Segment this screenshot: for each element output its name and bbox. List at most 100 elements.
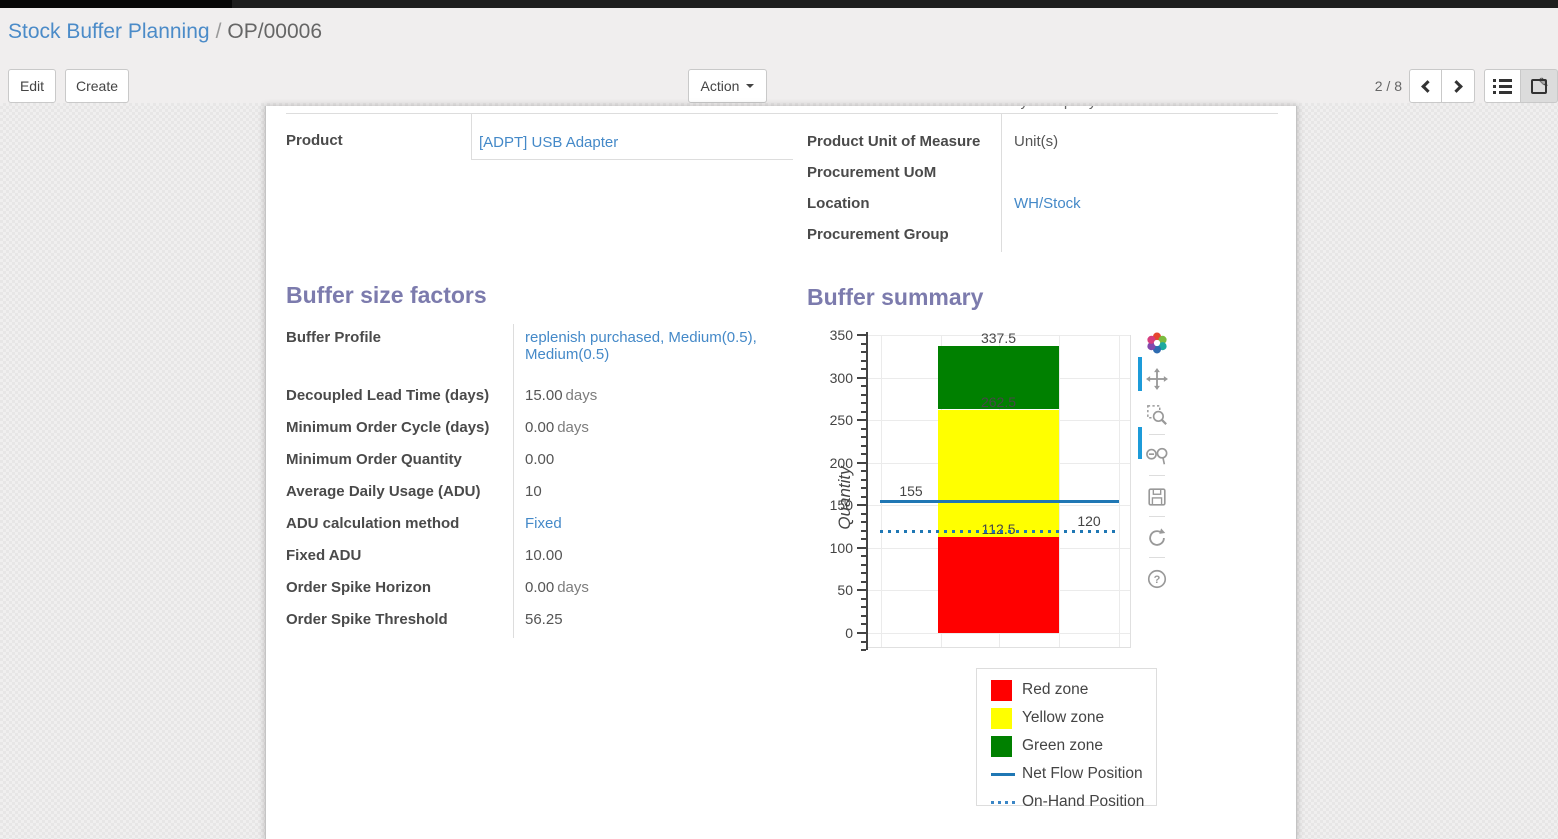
buffer-profile-label: Buffer Profile [286,329,382,346]
field-row: Fixed ADU 10.00 [286,542,786,574]
location-link[interactable]: WH/Stock [1014,195,1081,212]
breadcrumb-separator: / [215,20,222,43]
info-group: Product Unit of Measure Unit(s) Procurem… [807,125,1277,249]
legend-item-net-flow[interactable]: Net Flow Position [991,760,1156,788]
yellow-zone-bar [938,409,1059,538]
field-row: Order Spike Threshold 56.25 [286,606,786,638]
product-link[interactable]: [ADPT] USB Adapter [479,134,619,151]
pager-nav [1409,69,1475,103]
list-view-button[interactable] [1484,69,1521,103]
net-flow-position-line [880,500,1119,504]
field-row: Buffer Profile replenish purchased, Medi… [286,324,786,382]
cell-underline [471,159,793,160]
plotly-logo-icon[interactable] [1144,330,1170,356]
decoupled-lead-time-label: Decoupled Lead Time (days) [286,387,490,404]
field-row: Procurement UoM [807,156,1277,187]
reset-axes-icon[interactable] [1144,525,1170,551]
gridline [881,335,882,648]
bar-label-low: 112.5 [938,521,1059,537]
legend-item-on-hand[interactable]: On-Hand Position [991,788,1156,816]
red-swatch-icon [991,679,1012,701]
on-hand-label: 120 [1077,512,1101,529]
min-order-qty-label: Minimum Order Quantity [286,451,462,468]
clipped-company-value: My Company [1008,106,1208,113]
field-row: ADU calculation method Fixed [286,510,786,542]
breadcrumb-current: OP/00006 [227,20,322,43]
chevron-right-icon [1450,79,1463,93]
decoupled-lead-time-value: 15.00 days [513,382,775,414]
field-row: Decoupled Lead Time (days) 15.00 days [286,382,786,414]
field-row: Procurement Group [807,218,1277,249]
zoom-in-out-icon[interactable] [1144,443,1170,469]
fixed-adu-value: 10.00 [513,542,775,574]
procurement-group-field-label: Procurement Group [807,226,949,243]
form-view-icon: ✎ [1531,75,1549,94]
dotted-line-swatch-icon [991,800,1019,804]
field-row: Minimum Order Cycle (days) 0.00 days [286,414,786,446]
solid-line-swatch-icon [991,772,1015,776]
y-axis-line [866,332,868,650]
box-zoom-icon[interactable] [1144,402,1170,428]
bar-label-mid: 262.5 [980,393,1017,410]
breadcrumb: Stock Buffer Planning / OP/00006 [8,20,322,44]
procurement-uom-field-label: Procurement UoM [807,164,937,181]
product-field-value: [ADPT] USB Adapter [479,134,618,151]
view-switcher: ✎ [1484,69,1558,103]
buffer-profile-value: replenish purchased, Medium(0.5), Medium… [513,324,775,382]
order-spike-threshold-value: 56.25 [513,606,775,638]
modebar-separator [1149,516,1165,517]
save-image-icon[interactable] [1144,484,1170,510]
procurement-group-field-value [1001,218,1277,249]
modebar-active-indicator [1138,357,1142,391]
field-row: Minimum Order Quantity 0.00 [286,446,786,478]
buffer-factors-table: Buffer Profile replenish purchased, Medi… [286,324,786,638]
yellow-swatch-icon [991,707,1012,729]
pager-previous-button[interactable] [1409,69,1442,103]
chart-legend: Red zone Yellow zone Green zone Net Flow… [976,668,1157,810]
adu-value: 10 [513,478,775,510]
edit-button[interactable]: Edit [8,69,56,103]
buffer-summary-title: Buffer summary [807,284,984,310]
field-row: Average Daily Usage (ADU) 10 [286,478,786,510]
form-view-button[interactable]: ✎ [1521,69,1558,103]
location-field-label: Location [807,195,870,212]
net-flow-label: 155 [899,483,923,500]
red-zone-bar [938,537,1059,633]
help-icon[interactable]: ? [1144,566,1170,592]
top-nav-strip-segment [0,0,232,8]
content-background: My Company Product [ADPT] USB Adapter Pr… [0,103,1558,839]
buffer-profile-link[interactable]: replenish purchased, Medium(0.5), Medium… [525,329,757,363]
min-order-qty-value: 0.00 [513,446,775,478]
legend-item-yellow-zone[interactable]: Yellow zone [991,704,1156,732]
legend-item-red-zone[interactable]: Red zone [991,676,1156,704]
order-spike-threshold-label: Order Spike Threshold [286,611,448,628]
chevron-left-icon [1420,79,1434,93]
caret-down-icon [746,84,755,88]
uom-field-label: Product Unit of Measure [807,133,981,150]
adu-method-link[interactable]: Fixed [525,515,562,532]
adu-label: Average Daily Usage (ADU) [286,483,481,500]
modebar-separator [1149,434,1165,435]
legend-item-green-zone[interactable]: Green zone [991,732,1156,760]
top-nav-strip [0,0,1558,8]
action-dropdown-button[interactable]: Action [688,69,767,103]
product-field-label: Product [286,132,343,149]
modebar-separator [1149,475,1165,476]
svg-text:?: ? [1154,574,1161,586]
chart-modebar: ? [1144,330,1172,602]
pager-next-button[interactable] [1442,69,1475,103]
create-button[interactable]: Create [65,69,129,103]
row-divider [286,113,1278,114]
green-swatch-icon [991,735,1012,757]
field-row: Location WH/Stock [807,187,1277,218]
order-spike-horizon-value: 0.00 days [513,574,775,606]
adu-method-label: ADU calculation method [286,515,460,532]
gridline [1119,335,1120,648]
cell-separator [471,113,472,159]
gridline [1059,335,1060,648]
form-sheet: My Company Product [ADPT] USB Adapter Pr… [265,106,1297,839]
location-field-value: WH/Stock [1001,187,1277,218]
breadcrumb-parent-link[interactable]: Stock Buffer Planning [8,20,210,43]
pan-icon[interactable] [1144,366,1170,392]
action-label: Action [700,78,740,94]
